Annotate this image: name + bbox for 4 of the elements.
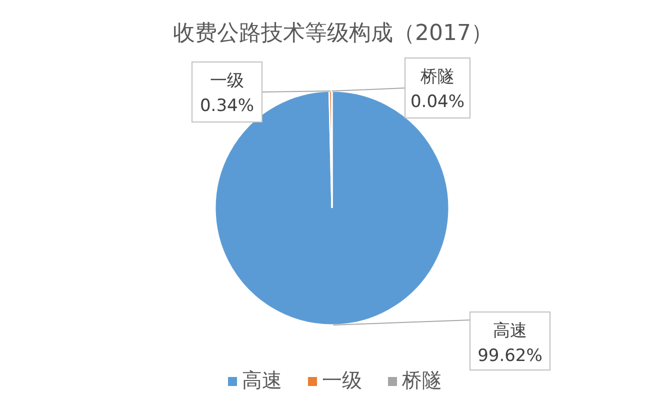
legend-label: 桥隧: [401, 368, 442, 392]
title: 收费公路技术等级构成（2017）: [173, 21, 493, 46]
legend-label: 高速: [242, 368, 282, 392]
legend-label: 一级: [322, 368, 362, 392]
